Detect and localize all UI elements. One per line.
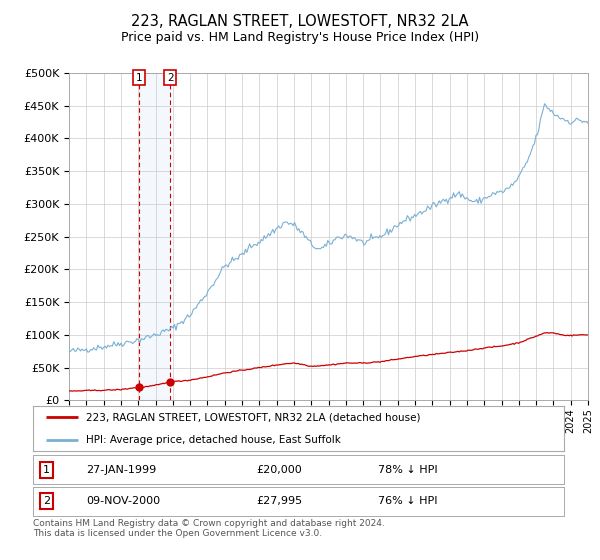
Text: 27-JAN-1999: 27-JAN-1999 [86, 465, 157, 475]
Text: Price paid vs. HM Land Registry's House Price Index (HPI): Price paid vs. HM Land Registry's House … [121, 31, 479, 44]
Text: 78% ↓ HPI: 78% ↓ HPI [378, 465, 438, 475]
Text: £20,000: £20,000 [256, 465, 302, 475]
Text: 223, RAGLAN STREET, LOWESTOFT, NR32 2LA (detached house): 223, RAGLAN STREET, LOWESTOFT, NR32 2LA … [86, 412, 421, 422]
Text: 1: 1 [136, 73, 143, 83]
Bar [139, 73, 170, 400]
Text: HPI: Average price, detached house, East Suffolk: HPI: Average price, detached house, East… [86, 435, 341, 445]
Text: 1: 1 [43, 465, 50, 475]
Text: 223, RAGLAN STREET, LOWESTOFT, NR32 2LA: 223, RAGLAN STREET, LOWESTOFT, NR32 2LA [131, 14, 469, 29]
Text: 2: 2 [43, 496, 50, 506]
Text: 76% ↓ HPI: 76% ↓ HPI [378, 496, 437, 506]
Text: £27,995: £27,995 [256, 496, 302, 506]
Text: Contains HM Land Registry data © Crown copyright and database right 2024.
This d: Contains HM Land Registry data © Crown c… [33, 519, 385, 538]
Text: 09-NOV-2000: 09-NOV-2000 [86, 496, 160, 506]
Text: 2: 2 [167, 73, 173, 83]
